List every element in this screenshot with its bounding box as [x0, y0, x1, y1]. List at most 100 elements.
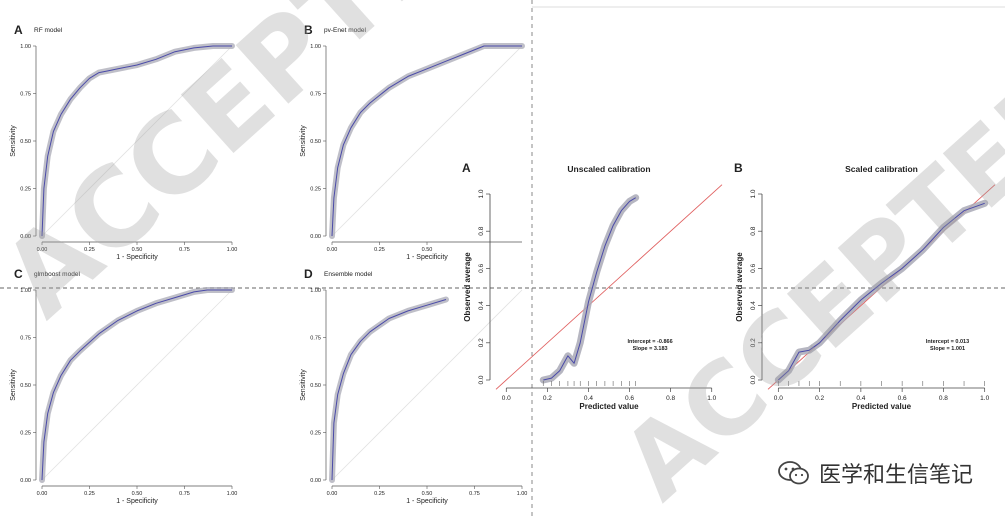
x-tick-label: 1.0	[707, 395, 716, 402]
x-tick-label: 0.00	[327, 247, 338, 253]
y-axis-label: Sensitivity	[10, 125, 17, 157]
x-tick-label: 0.50	[422, 491, 433, 497]
x-tick-label: 0.00	[37, 247, 48, 253]
x-tick-label: 0.25	[84, 247, 95, 253]
y-tick-label: 0.75	[310, 336, 321, 342]
x-tick-label: 0.4	[584, 395, 593, 402]
roc-curve	[41, 289, 232, 481]
x-tick-label: 0.75	[469, 491, 480, 497]
chance-diagonal	[331, 289, 523, 481]
x-tick-label: 0.25	[84, 491, 95, 497]
y-tick-label: 0.75	[20, 92, 31, 98]
y-axis-label: Observed average	[735, 252, 744, 322]
panel-title: Unscaled calibration	[567, 164, 650, 174]
y-tick-label: 0.4	[750, 301, 757, 310]
y-tick-label: 0.2	[750, 338, 757, 347]
y-tick-label: 0.25	[310, 431, 321, 437]
y-axis-label: Sensitivity	[300, 369, 307, 401]
y-tick-label: 0.2	[478, 338, 485, 347]
x-tick-label: 1.00	[517, 491, 528, 497]
stat-annotation: Slope = 3.183	[633, 346, 668, 352]
stat-annotation: Intercept = 0.013	[926, 339, 969, 345]
x-axis-label: Predicted value	[579, 402, 639, 411]
y-tick-label: 0.00	[310, 478, 321, 484]
y-tick-label: 1.00	[310, 44, 321, 50]
footer-credit: 医学和生信笔记	[777, 457, 973, 489]
roc-curve	[331, 45, 522, 237]
x-tick-label: 1.00	[227, 491, 238, 497]
y-tick-label: 0.00	[310, 234, 321, 240]
wechat-icon	[778, 461, 809, 485]
x-tick-label: 0.6	[625, 395, 634, 402]
x-tick-label: 0.2	[815, 395, 824, 402]
y-tick-label: 0.6	[750, 264, 757, 273]
footer-text: 医学和生信笔记	[818, 463, 973, 488]
x-tick-label: 1.00	[227, 247, 238, 253]
panel-title: Scaled calibration	[845, 164, 918, 174]
x-axis-label: 1 - Specificity	[116, 498, 158, 505]
stat-annotation: Intercept = -0.866	[628, 339, 673, 345]
y-tick-label: 0.4	[478, 301, 485, 310]
y-tick-label: 0.50	[20, 383, 31, 389]
panel-letter: D	[304, 267, 313, 281]
y-tick-label: 0.00	[20, 234, 31, 240]
calibration-curve	[543, 197, 636, 381]
chance-diagonal	[41, 289, 233, 481]
panel-letter: A	[14, 23, 23, 37]
x-tick-label: 0.6	[898, 395, 907, 402]
panel-title: RF model	[34, 27, 63, 34]
roc-curve	[331, 299, 447, 481]
chance-diagonal	[41, 45, 233, 237]
x-tick-label: 0.50	[132, 247, 143, 253]
x-tick-label: 1.0	[980, 395, 989, 402]
x-tick-label: 0.75	[179, 491, 190, 497]
x-axis-label: 1 - Specificity	[406, 498, 448, 505]
panel-letter: B	[304, 23, 313, 37]
y-tick-label: 0.0	[478, 375, 485, 384]
calibration-band	[539, 194, 640, 384]
x-tick-label: 0.0	[502, 395, 511, 402]
x-tick-label: 0.2	[543, 395, 552, 402]
roc-curve	[41, 45, 232, 237]
x-tick-label: 0.75	[179, 247, 190, 253]
panel-letter: C	[14, 267, 23, 281]
x-tick-label: 0.00	[327, 491, 338, 497]
panel-title: glmboost model	[34, 271, 80, 278]
y-tick-label: 1.00	[20, 44, 31, 50]
y-tick-label: 1.0	[750, 189, 757, 198]
x-tick-label: 0.50	[422, 247, 433, 253]
x-tick-label: 0.4	[856, 395, 865, 402]
y-tick-label: 0.6	[478, 264, 485, 273]
panel-title: Ensemble model	[324, 271, 373, 278]
y-axis-label: Observed average	[463, 252, 472, 322]
y-tick-label: 0.00	[20, 478, 31, 484]
panel-letter: B	[734, 161, 743, 175]
y-tick-label: 0.50	[20, 139, 31, 145]
roc-confidence-band	[329, 296, 449, 483]
y-tick-label: 0.50	[310, 139, 321, 145]
y-tick-label: 1.0	[478, 189, 485, 198]
x-tick-label: 0.8	[939, 395, 948, 402]
stat-annotation: Slope = 1.001	[930, 346, 965, 352]
y-tick-label: 0.75	[310, 92, 321, 98]
y-tick-label: 0.50	[310, 383, 321, 389]
x-tick-label: 0.0	[774, 395, 783, 402]
y-tick-label: 0.8	[750, 226, 757, 235]
panel-letter: A	[462, 161, 471, 175]
reference-line	[495, 184, 723, 390]
calibration-band	[774, 199, 989, 384]
y-tick-label: 0.25	[20, 187, 31, 193]
chance-diagonal	[331, 45, 523, 237]
y-axis-label: Sensitivity	[10, 369, 17, 401]
y-tick-label: 1.00	[20, 288, 31, 294]
y-tick-label: 0.25	[20, 431, 31, 437]
y-tick-label: 0.8	[478, 226, 485, 235]
y-tick-label: 1.00	[310, 288, 321, 294]
x-tick-label: 0.00	[37, 491, 48, 497]
y-axis-label: Sensitivity	[300, 125, 307, 157]
x-axis-label: 1 - Specificity	[116, 254, 158, 261]
x-tick-label: 0.25	[374, 491, 385, 497]
x-axis-label: 1 - Specificity	[406, 254, 448, 261]
x-tick-label: 0.50	[132, 491, 143, 497]
